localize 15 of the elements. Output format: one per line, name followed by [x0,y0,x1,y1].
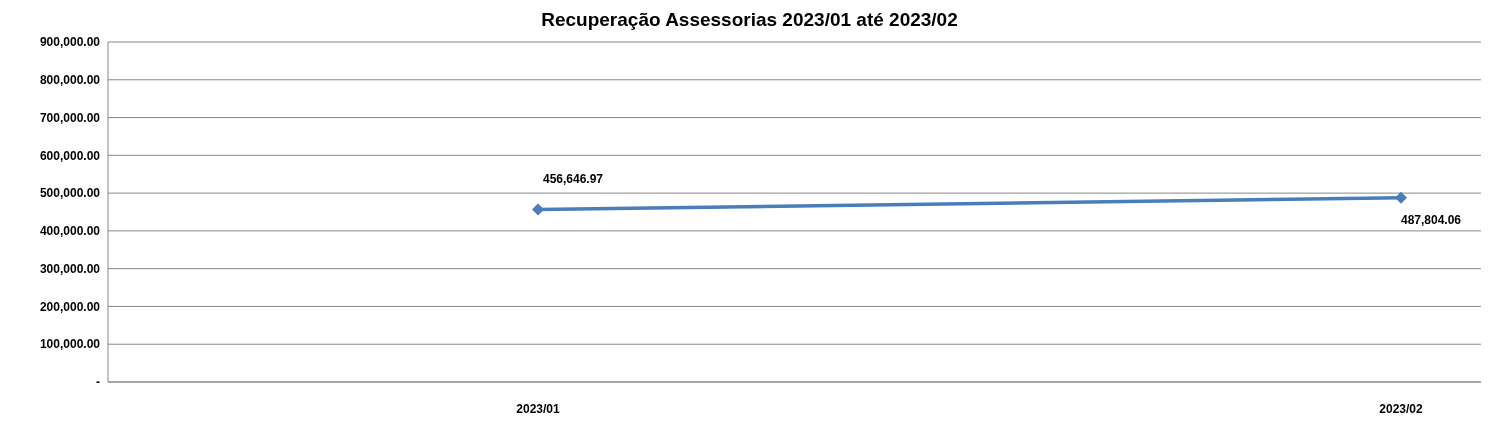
x-tick-label: 2023/01 [516,401,561,416]
y-tick-label: 700,000.00 [39,110,101,125]
y-tick-label: 300,000.00 [39,261,101,276]
x-tick-label: 2023/02 [1379,401,1424,416]
y-tick-label: 500,000.00 [39,186,101,201]
y-tick-label: - [96,375,100,390]
data-label: 456,646.97 [542,172,604,187]
y-tick-label: 900,000.00 [39,35,101,50]
y-tick-label: 600,000.00 [39,148,101,163]
y-tick-label: 400,000.00 [39,224,101,239]
chart-title: Recuperação Assessorias 2023/01 até 2023/02 [540,8,959,32]
y-tick-label: 200,000.00 [39,299,101,314]
y-tick-label: 100,000.00 [39,337,101,352]
y-tick-label: 800,000.00 [39,73,101,88]
data-label: 487,804.06 [1400,212,1462,227]
